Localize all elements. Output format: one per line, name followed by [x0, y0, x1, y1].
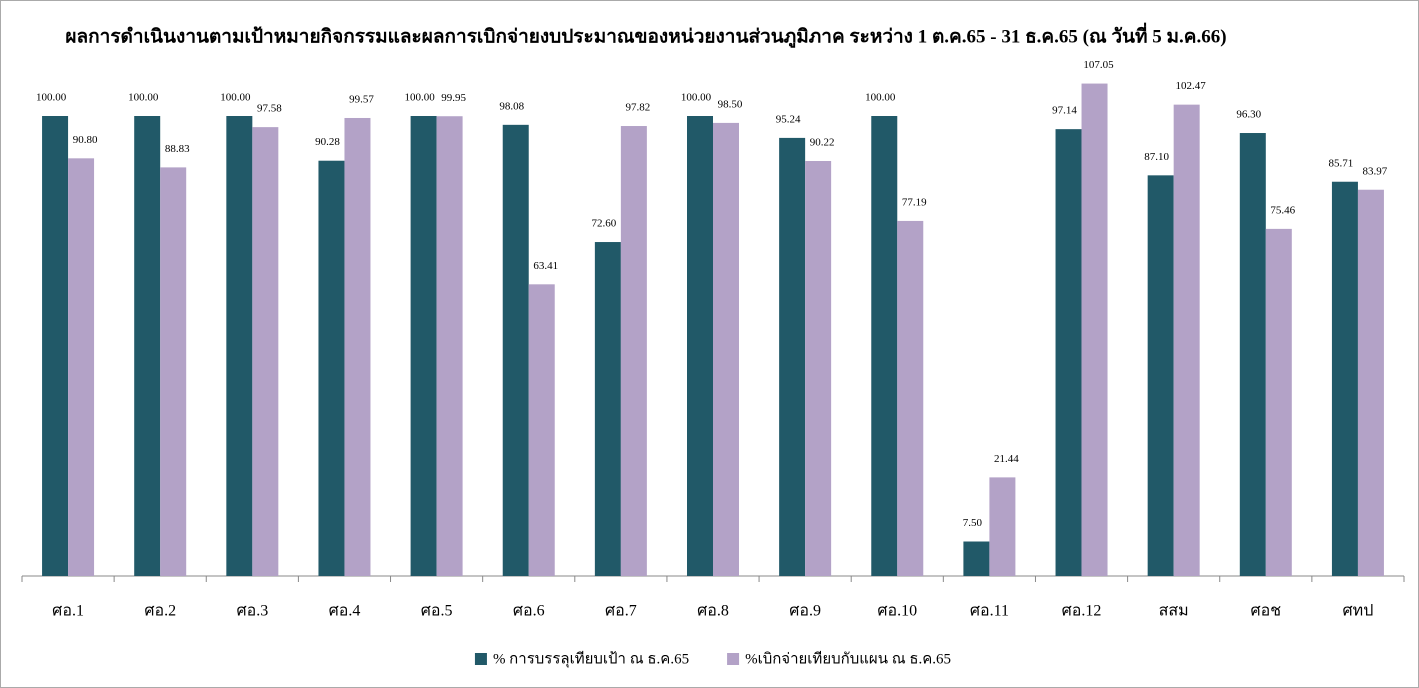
bar	[134, 116, 161, 576]
x-tick-label: ศอ.6	[513, 603, 545, 620]
x-tick-label: สสม	[1159, 603, 1189, 620]
value-label: 77.19	[902, 196, 927, 208]
bar	[502, 124, 529, 576]
value-label: 100.00	[865, 92, 896, 104]
legend-swatch	[474, 653, 487, 665]
bar	[436, 116, 463, 576]
x-tick-label: ศอ.12	[1062, 603, 1102, 620]
value-label: 96.30	[1236, 109, 1261, 121]
bar	[42, 116, 69, 576]
bar	[252, 127, 279, 576]
bar	[68, 158, 95, 576]
bar	[897, 220, 924, 576]
bar	[1331, 181, 1358, 576]
value-label: 87.10	[1144, 151, 1169, 163]
value-label: 107.05	[1083, 59, 1114, 71]
bar	[687, 116, 713, 576]
value-label: 83.97	[1363, 165, 1388, 177]
bar	[1055, 129, 1082, 576]
x-tick-label: ศอ.4	[329, 603, 361, 620]
chart-title: ผลการดำเนินงานตามเป้าหมายกิจกรรมและผลการ…	[65, 22, 1226, 48]
bar	[344, 117, 371, 576]
x-tick-label: ศอ.10	[877, 603, 917, 620]
value-label: 95.24	[776, 113, 801, 125]
value-label: 90.28	[315, 136, 340, 148]
value-label: 88.83	[165, 143, 190, 155]
bar	[871, 116, 898, 576]
value-label: 100.00	[220, 92, 251, 104]
x-tick-label: ศอ.3	[236, 603, 268, 620]
value-label: 21.44	[994, 453, 1019, 465]
x-tick-label: ศอ.1	[52, 603, 84, 620]
bar	[410, 116, 437, 576]
value-label: 102.47	[1176, 80, 1207, 92]
value-label: 7.50	[963, 517, 983, 529]
bar	[1239, 133, 1266, 576]
value-label: 98.50	[718, 98, 743, 110]
bar	[1081, 83, 1108, 576]
value-label: 100.00	[681, 92, 712, 104]
value-label: 85.71	[1329, 157, 1354, 169]
bar	[226, 116, 253, 576]
bar	[160, 167, 187, 576]
bar	[779, 137, 806, 576]
value-label: 100.00	[404, 92, 435, 104]
bar	[528, 284, 555, 576]
value-label: 97.82	[625, 102, 650, 114]
bar	[1265, 228, 1292, 576]
bar	[1357, 189, 1384, 576]
value-label: 99.95	[441, 92, 466, 104]
value-label: 99.57	[349, 94, 374, 106]
legend-label: %เบิกจ่ายเทียบกับแผน ณ ธ.ค.65	[745, 650, 951, 667]
legend-swatch	[727, 653, 740, 665]
bar	[1147, 175, 1174, 576]
x-tick-label: ศอ.8	[697, 603, 729, 620]
value-label: 98.08	[499, 100, 524, 112]
value-label: 63.41	[533, 260, 558, 272]
value-label: 97.58	[257, 103, 282, 115]
x-tick-label: ศอ.11	[970, 603, 1009, 620]
x-tick-label: ศอ.9	[789, 603, 821, 620]
value-label: 100.00	[128, 92, 159, 104]
value-label: 100.00	[36, 92, 67, 104]
bar	[989, 477, 1016, 576]
value-label: 75.46	[1270, 204, 1295, 216]
x-tick-label: ศอ.7	[605, 603, 637, 620]
bar	[1173, 104, 1200, 576]
bar	[318, 160, 345, 576]
bar	[594, 242, 621, 577]
bar	[805, 160, 832, 576]
value-label: 90.22	[810, 137, 835, 149]
value-label: 90.80	[73, 134, 98, 146]
value-label: 97.14	[1052, 105, 1077, 117]
bar	[620, 126, 647, 576]
x-tick-label: ศอช	[1250, 603, 1281, 620]
x-tick-label: ศทป	[1343, 603, 1374, 620]
value-label: 72.60	[591, 218, 616, 230]
bar	[963, 541, 990, 576]
legend-label: % การบรรลุเทียบเป้า ณ ธ.ค.65	[493, 650, 689, 668]
x-tick-label: ศอ.5	[421, 603, 453, 620]
bar	[713, 122, 739, 577]
x-tick-label: ศอ.2	[144, 603, 176, 620]
